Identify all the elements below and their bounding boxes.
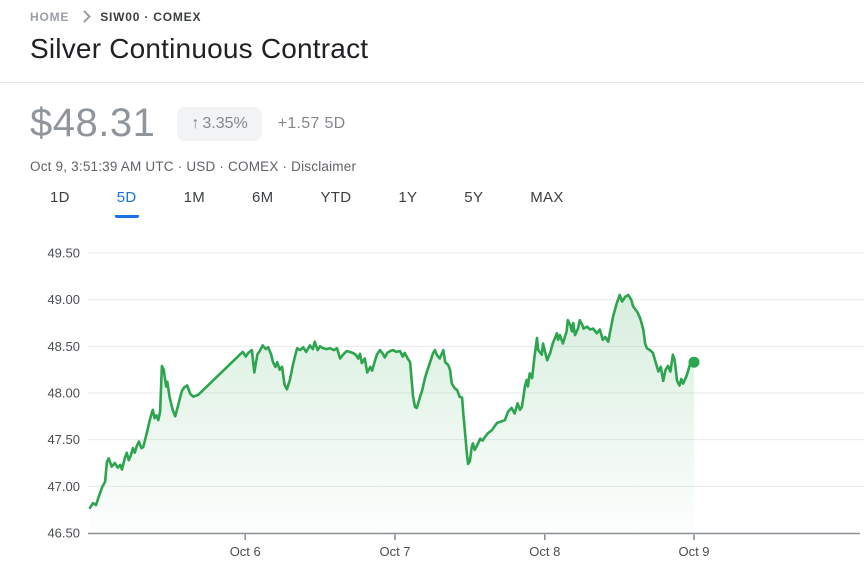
breadcrumb-symbol: SIW00 · COMEX (100, 10, 202, 24)
tab-1d[interactable]: 1D (48, 189, 72, 218)
quote-timestamp: Oct 9, 3:51:39 AM UTC · USD · COMEX · (30, 159, 292, 174)
y-axis-label: 49.50 (47, 246, 80, 261)
tab-ytd[interactable]: YTD (318, 189, 353, 218)
change-percent-badge: ↑ 3.35% (177, 106, 262, 141)
y-axis-label: 48.00 (47, 386, 80, 401)
x-axis-label: Oct 6 (230, 544, 261, 559)
tab-5y[interactable]: 5Y (462, 189, 485, 218)
y-axis-label: 48.50 (47, 339, 80, 354)
price-line (88, 293, 696, 510)
y-axis-label: 46.50 (47, 526, 80, 541)
change-percent: 3.35% (202, 114, 248, 132)
up-arrow-icon: ↑ (191, 114, 200, 132)
x-axis-label: Oct 9 (678, 544, 709, 559)
page-title: Silver Continuous Contract (30, 33, 369, 64)
tab-1y[interactable]: 1Y (396, 189, 419, 218)
x-axis-label: Oct 8 (529, 544, 560, 559)
y-axis-label: 47.00 (47, 479, 80, 494)
tab-6m[interactable]: 6M (250, 189, 275, 218)
last-price-dot (688, 356, 700, 368)
tab-1m[interactable]: 1M (182, 189, 207, 218)
disclaimer-link[interactable]: Disclaimer (291, 159, 357, 174)
tab-max[interactable]: MAX (528, 189, 565, 218)
x-axis-label: Oct 7 (379, 544, 410, 559)
range-tabs: 1D 5D 1M 6M YTD 1Y 5Y MAX (48, 189, 566, 218)
y-axis-label: 49.00 (47, 292, 80, 307)
quote-summary: $48.31 ↑ 3.35% +1.57 5D (30, 101, 346, 146)
tab-5d[interactable]: 5D (114, 189, 139, 218)
area-fill (90, 295, 694, 533)
y-axis-label: 47.50 (47, 432, 80, 447)
breadcrumb: HOME SIW00 · COMEX (30, 10, 201, 24)
current-price: $48.31 (30, 101, 156, 145)
x-axis: Oct 6 Oct 7 Oct 8 Oct 9 (230, 534, 710, 559)
change-absolute: +1.57 5D (277, 114, 346, 132)
quote-meta: Oct 9, 3:51:39 AM UTC · USD · COMEX · Di… (30, 159, 356, 174)
breadcrumb-home-link[interactable]: HOME (30, 10, 70, 24)
header-divider (0, 82, 864, 83)
